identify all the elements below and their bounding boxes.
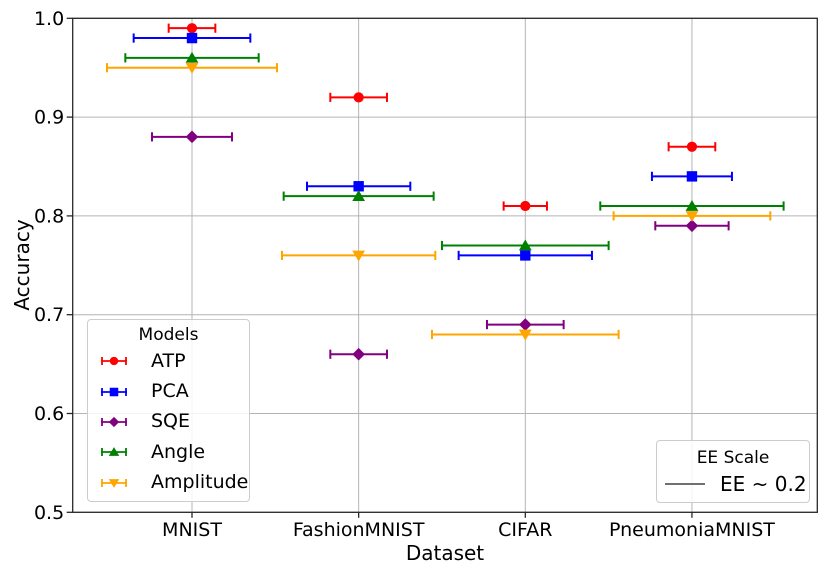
series-ATP — [167, 23, 717, 212]
x-tick-label: MNIST — [162, 519, 222, 541]
sqe-errorbar-icon — [101, 416, 127, 428]
circle-marker — [186, 23, 198, 34]
x-tick-label: CIFAR — [498, 519, 552, 541]
diamond-marker — [352, 347, 365, 361]
errorbar-ATP-PneumoniaMNIST — [667, 141, 717, 152]
legend-item-label: Angle — [151, 440, 206, 463]
diamond-marker — [519, 318, 532, 331]
triangle-up-marker — [185, 51, 199, 63]
errorbar-Angle-MNIST — [124, 51, 260, 63]
errorbar-ATP-MNIST — [167, 23, 217, 34]
legend-item-label: SQE — [151, 410, 191, 433]
square-marker — [353, 181, 364, 192]
series-SQE — [151, 130, 730, 361]
errorbar-Amplitude-FashionMNIST — [280, 250, 437, 262]
diamond-marker — [685, 219, 699, 233]
legend-item-pca: PCA — [88, 376, 249, 406]
errorbar-Angle-CIFAR — [440, 239, 610, 251]
angle-errorbar-icon — [101, 447, 127, 457]
triangle-up-marker — [108, 447, 120, 457]
legend-item-label: Amplitude — [151, 471, 249, 494]
y-tick-label: 0.7 — [34, 304, 64, 326]
y-tick-label: 0.9 — [34, 107, 64, 129]
square-marker — [686, 171, 698, 182]
errorbar-SQE-MNIST — [151, 130, 233, 144]
legend-item-label: ATP — [151, 349, 186, 372]
diamond-marker — [108, 416, 120, 428]
y-tick-label: 0.8 — [34, 205, 64, 227]
circle-marker — [109, 357, 119, 366]
triangle-down-marker — [518, 329, 532, 341]
legend-ee-title: EE Scale — [696, 448, 770, 468]
y-tick-label: 0.5 — [34, 502, 64, 524]
errorbar-Angle-FashionMNIST — [282, 190, 435, 201]
y-tick-label: 1.0 — [34, 8, 64, 30]
legend-item-ee: EE ~ 0.2 — [657, 469, 809, 499]
ee-line-icon — [665, 483, 705, 485]
errorbar-PCA-MNIST — [132, 32, 252, 44]
errorbar-Amplitude-MNIST — [106, 62, 278, 74]
axes: 1.0 0.9 0.8 0.7 0.6 0.5 MNIST FashionMNIST CIFAR… — [34, 8, 818, 541]
errorbar-Angle-PneumoniaMNIST — [599, 200, 785, 211]
errorbar-PCA-CIFAR — [457, 250, 593, 261]
square-marker — [186, 32, 198, 44]
legend-models-title: Models — [138, 325, 199, 345]
legend-models: Models ATP PCA SQE Angle Amplitude — [87, 319, 250, 502]
triangle-up-marker — [352, 190, 366, 201]
data-series — [106, 23, 785, 361]
y-tick-label: 0.6 — [34, 403, 64, 425]
legend-item-atp: ATP — [88, 346, 249, 376]
series-Amplitude — [106, 62, 772, 341]
legend-item-sqe: SQE — [88, 407, 249, 437]
errorbar-Amplitude-PneumoniaMNIST — [612, 211, 772, 222]
triangle-down-marker — [185, 62, 199, 74]
legend-item-label: PCA — [151, 380, 189, 403]
legend-ee-scale: EE Scale EE ~ 0.2 — [656, 440, 810, 503]
errorbar-Amplitude-CIFAR — [430, 329, 620, 341]
series-PCA — [132, 32, 733, 261]
circle-marker — [520, 200, 531, 212]
square-marker — [520, 250, 531, 261]
triangle-down-marker — [685, 211, 699, 222]
errorbar-PCA-PneumoniaMNIST — [650, 171, 733, 182]
circle-marker — [686, 141, 698, 152]
y-axis-label: Accuracy — [10, 219, 34, 310]
errorbar-SQE-FashionMNIST — [329, 347, 388, 361]
errorbar-ATP-FashionMNIST — [329, 92, 388, 103]
legend-item-angle: Angle — [88, 437, 249, 467]
amplitude-errorbar-icon — [101, 478, 127, 488]
square-marker — [109, 387, 119, 396]
diamond-marker — [185, 130, 199, 144]
pca-errorbar-icon — [101, 387, 127, 396]
triangle-up-marker — [518, 239, 532, 251]
plot-border — [72, 17, 818, 513]
triangle-down-marker — [352, 250, 366, 262]
x-axis-label: Dataset — [406, 541, 484, 565]
triangle-down-marker — [108, 478, 120, 488]
atp-errorbar-icon — [101, 357, 127, 366]
errorbar-ATP-CIFAR — [502, 200, 548, 212]
x-tick-label: PneumoniaMNIST — [609, 519, 775, 541]
series-Angle — [124, 51, 785, 251]
x-tick-label: FashionMNIST — [293, 519, 425, 541]
legend-item-label: EE ~ 0.2 — [720, 472, 807, 496]
errorbar-PCA-FashionMNIST — [305, 181, 412, 192]
triangle-up-marker — [685, 200, 699, 211]
circle-marker — [353, 92, 364, 103]
errorbar-SQE-CIFAR — [485, 318, 565, 331]
legend-item-amplitude: Amplitude — [88, 468, 249, 498]
errorbar-SQE-PneumoniaMNIST — [654, 219, 730, 233]
